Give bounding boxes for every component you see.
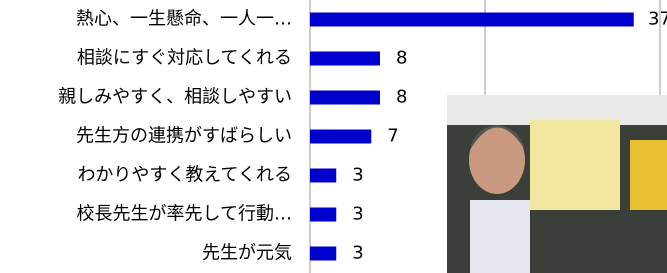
chart: 熱心、一生懸命、一人一…37相談にすぐ対応してくれる8親しみやすく、相談しやすい… [0,0,667,273]
bar [310,169,336,183]
bar [310,130,371,144]
value-label: 37 [648,9,667,30]
bar [310,247,336,261]
value-label: 3 [352,243,363,264]
bar [310,13,634,27]
y-tick-label: わかりやすく教えてくれる [77,165,292,186]
bar [310,91,380,105]
value-label: 7 [387,126,398,147]
y-tick-label: 親しみやすく、相談しやすい [58,87,292,108]
y-tick-label: 先生が元気 [202,243,292,264]
bar [310,208,336,222]
value-label: 3 [352,165,363,186]
y-tick-label: 先生方の連携がすばらしい [76,126,292,147]
y-tick-label: 相談にすぐ対応してくれる [77,48,292,69]
value-label: 3 [352,204,363,225]
bar [310,52,380,66]
photo [447,95,667,273]
value-label: 8 [396,87,407,108]
y-tick-label: 校長先生が率先して行動… [77,204,292,225]
value-label: 8 [396,48,407,69]
y-tick-label: 熱心、一生懸命、一人一… [76,9,292,30]
